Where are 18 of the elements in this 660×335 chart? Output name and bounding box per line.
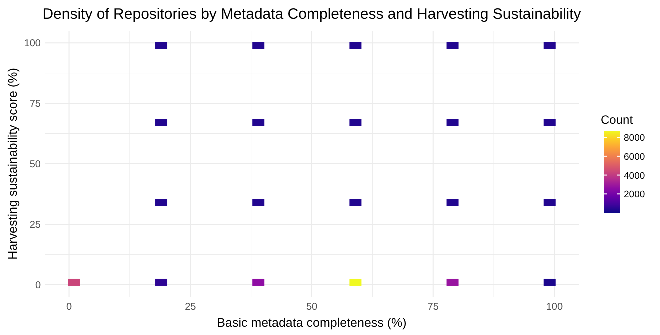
chart-title: Density of Repositories by Metadata Completeness and Harvesting Sustainability xyxy=(42,6,582,23)
color-bar-label: 8000 xyxy=(624,133,646,144)
x-tick-label: 0 xyxy=(66,302,72,313)
y-tick-label: 100 xyxy=(24,38,42,50)
y-tick-label: 50 xyxy=(30,160,42,170)
x-tick-label: 25 xyxy=(185,302,197,313)
y-tick-label: 75 xyxy=(30,99,42,110)
color-bar-label: 4000 xyxy=(624,170,646,182)
x-tick-label: 100 xyxy=(546,302,564,313)
y-tick-label: 0 xyxy=(35,280,42,292)
y-tick-label: 25 xyxy=(30,220,42,231)
x-axis-title: Basic metadata completeness (%) xyxy=(217,316,407,330)
color-bar-label: 2000 xyxy=(624,190,646,201)
y-axis-title: Harvesting sustainability score (%) xyxy=(6,68,20,260)
x-tick-label: 75 xyxy=(428,302,440,313)
x-tick-label: 50 xyxy=(306,302,318,313)
color-bar-title: Count xyxy=(601,113,634,127)
color-bar-label: 6000 xyxy=(624,152,646,163)
